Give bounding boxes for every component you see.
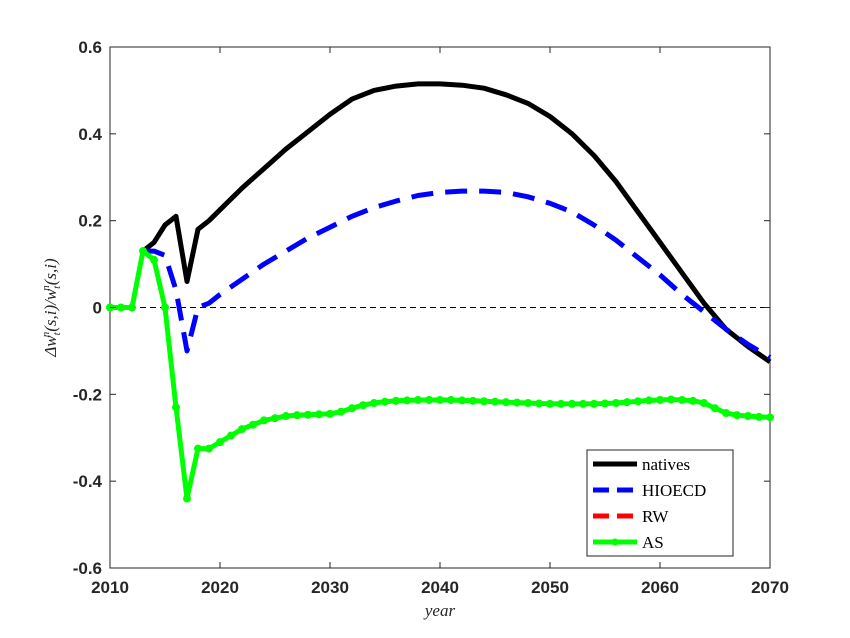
y-axis-label: Δwtn(s,i)/wtn(s,i) (40, 258, 63, 358)
series-point-as (711, 404, 719, 413)
series-point-as (370, 399, 378, 408)
series-point-as (535, 399, 543, 408)
series-point-as (678, 395, 686, 404)
series-point-as (568, 399, 576, 408)
series-point-as (513, 398, 521, 407)
series-point-as (117, 303, 125, 312)
y-label-sub2: t (51, 285, 63, 289)
y-tick-label: 0.2 (78, 212, 102, 231)
series-point-as (579, 399, 587, 408)
series-point-as (601, 399, 609, 408)
y-tick-label: 0.4 (78, 125, 102, 144)
series-point-as (546, 399, 554, 408)
series-layer (106, 81, 774, 503)
tick-layer: 2010 2020 2030 2040 2050 2060 2070 -0.6 -0.4 -0.2… (73, 38, 789, 597)
x-tick-label: 2050 (531, 578, 569, 597)
series-point-as (744, 412, 752, 421)
x-axis-label: year (423, 601, 456, 620)
series-point-as (271, 414, 279, 423)
series-point-as (161, 303, 169, 312)
series-point-as (337, 407, 345, 416)
series-point-as (238, 425, 246, 434)
series-point-as (282, 412, 290, 421)
series-point-as (315, 410, 323, 419)
x-tick-label: 2060 (641, 578, 679, 597)
y-label-prefix: Δw (41, 335, 60, 358)
y-label-sup2: n (40, 285, 52, 291)
legend-marker-as (611, 538, 619, 546)
series-point-as (524, 399, 532, 408)
series-point-as (205, 444, 213, 453)
y-label-sub1: t (51, 331, 63, 335)
series-point-as (403, 396, 411, 405)
series-point-as (480, 397, 488, 406)
series-point-as (667, 395, 675, 404)
series-point-as (425, 395, 433, 404)
series-point-as (150, 255, 158, 264)
series-point-as (304, 410, 312, 419)
series-point-as (733, 411, 741, 420)
series-point-as (359, 401, 367, 410)
series-point-as (755, 412, 763, 421)
series-point-as (128, 303, 136, 312)
series-point-as (348, 404, 356, 413)
series-point-as (645, 396, 653, 405)
series-point-as (227, 431, 235, 440)
legend: natives HIOECD RW AS (586, 449, 734, 557)
series-point-as (557, 399, 565, 408)
series-point-as (381, 397, 389, 406)
series-point-as (293, 411, 301, 420)
series-point-as (634, 397, 642, 406)
series-point-as (436, 395, 444, 404)
y-label-sup1: n (40, 331, 52, 337)
y-tick-label: 0.6 (78, 38, 102, 57)
y-label-mid: (s,i)/w (41, 288, 60, 332)
series-line-natives (141, 81, 772, 364)
series-point-as (326, 409, 334, 418)
series-point-as (139, 247, 147, 256)
legend-label-natives: natives (642, 455, 690, 474)
series-point-as (260, 416, 268, 425)
x-tick-label: 2040 (421, 578, 459, 597)
series-point-as (194, 444, 202, 453)
legend-label-rw: RW (642, 507, 669, 526)
series-point-as (491, 397, 499, 406)
series-point-as (766, 413, 774, 422)
series-point-as (623, 398, 631, 407)
series-point-as (249, 420, 257, 429)
series-point-as (183, 494, 191, 503)
x-tick-label: 2010 (91, 578, 129, 597)
series-point-as (469, 396, 477, 405)
y-tick-label: -0.4 (73, 472, 103, 491)
series-point-as (458, 396, 466, 405)
legend-label-hioecd: HIOECD (642, 481, 706, 500)
series-point-as (172, 403, 180, 412)
y-tick-label: -0.6 (73, 559, 102, 578)
y-label-suffix: (s,i) (41, 258, 60, 285)
series-point-as (689, 396, 697, 405)
legend-label-as: AS (642, 533, 664, 552)
series-point-as (447, 395, 455, 404)
y-tick-label: -0.2 (73, 385, 102, 404)
series-point-as (216, 438, 224, 447)
series-line-hioecd (143, 188, 772, 360)
series-point-as (612, 399, 620, 408)
x-tick-label: 2020 (201, 578, 239, 597)
series-point-as (414, 395, 422, 404)
series-point-as (656, 395, 664, 404)
y-tick-label: 0 (93, 299, 102, 318)
x-tick-label: 2030 (311, 578, 349, 597)
x-tick-label: 2070 (751, 578, 789, 597)
series-point-as (502, 398, 510, 407)
series-point-as (722, 409, 730, 418)
series-point-as (590, 399, 598, 408)
series-point-as (392, 396, 400, 405)
legend-box (586, 449, 734, 557)
series-point-as (700, 399, 708, 408)
